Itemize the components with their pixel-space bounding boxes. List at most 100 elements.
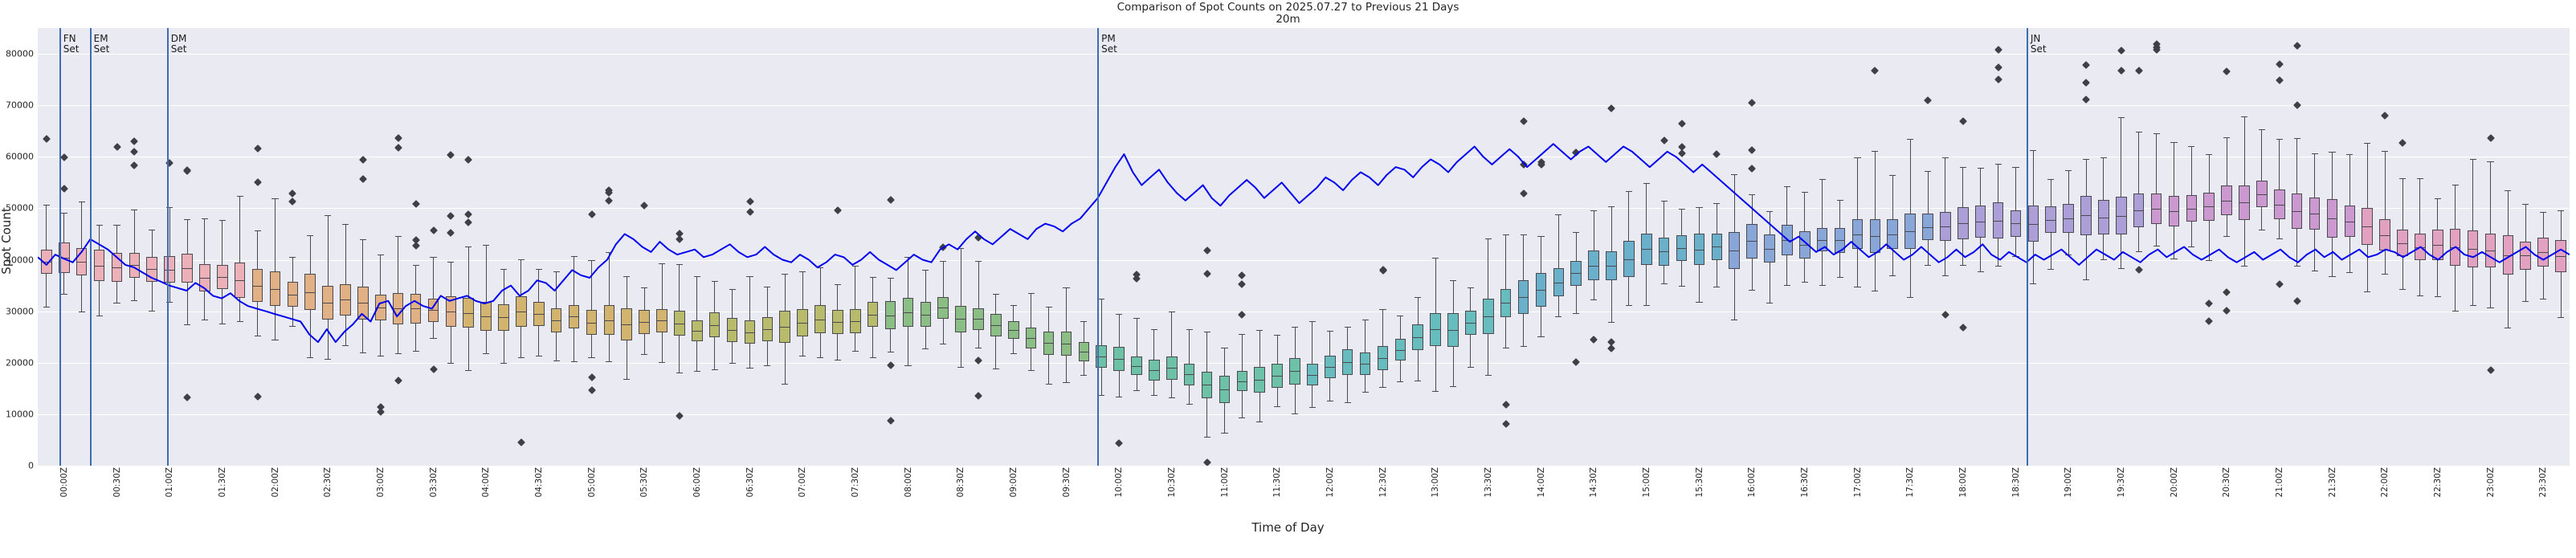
boxplot-whisker-cap — [1907, 296, 1914, 298]
y-tick-label: 20000 — [6, 357, 34, 369]
boxplot-whisker-cap — [729, 288, 736, 290]
boxplot-whisker-cap — [2135, 250, 2142, 252]
y-gridline — [38, 208, 2570, 210]
boxplot-box — [603, 305, 615, 336]
x-tick-label: 07:00Z — [798, 467, 808, 498]
boxplot-whisker-cap — [1063, 287, 1070, 289]
y-tick-label: 50000 — [6, 202, 34, 214]
boxplot-median — [1535, 290, 1547, 291]
boxplot-whisker-cap — [131, 300, 138, 302]
boxplot-median — [410, 308, 422, 310]
boxplot-median — [1359, 364, 1371, 365]
boxplot-whisker-cap — [2364, 291, 2371, 293]
boxplot-box — [1693, 234, 1705, 266]
boxplot-box — [1834, 227, 1846, 254]
boxplot-box — [586, 310, 598, 336]
boxplot-whisker-cap — [2434, 295, 2441, 297]
boxplot-box — [1553, 268, 1565, 297]
x-tick-label: 18:00Z — [1958, 467, 1968, 498]
boxplot-whisker-cap — [2170, 141, 2178, 143]
boxplot-whisker — [2261, 129, 2263, 230]
x-tick-label: 16:00Z — [1747, 467, 1757, 498]
boxplot-median — [621, 324, 633, 325]
boxplot-whisker-cap — [693, 275, 700, 277]
boxplot-whisker-cap — [1080, 375, 1088, 377]
boxplot-whisker-cap — [2557, 316, 2565, 318]
boxplot-whisker-cap — [2522, 203, 2529, 205]
boxplot-whisker-cap — [1959, 264, 1966, 266]
x-tick-label: 11:00Z — [1219, 467, 1230, 498]
boxplot-median — [1588, 265, 1599, 267]
boxplot-whisker-cap — [1749, 193, 1756, 195]
x-tick-label: 07:30Z — [850, 467, 860, 498]
boxplot-whisker-cap — [1467, 367, 1474, 369]
boxplot-median — [2467, 248, 2479, 250]
x-tick-label: 17:30Z — [1905, 467, 1916, 498]
boxplot-median — [1658, 251, 1670, 253]
x-tick-label: 15:00Z — [1641, 467, 1651, 498]
boxplot-median — [1606, 266, 1617, 267]
boxplot-whisker-cap — [2451, 311, 2459, 312]
boxplot-box — [2116, 197, 2127, 235]
x-tick-label: 03:00Z — [375, 467, 386, 498]
boxplot-whisker — [239, 195, 241, 322]
boxplot-whisker-cap — [1344, 326, 1351, 328]
boxplot-whisker-cap — [658, 362, 666, 364]
boxplot-whisker-cap — [218, 220, 226, 222]
boxplot-median — [761, 328, 774, 330]
x-tick-label: 04:30Z — [533, 467, 544, 498]
x-tick-label: 10:30Z — [1166, 467, 1177, 498]
boxplot-whisker-cap — [2276, 238, 2283, 240]
boxplot-box — [1113, 347, 1125, 371]
boxplot-whisker-cap — [1749, 290, 1756, 291]
boxplot-whisker-cap — [1555, 214, 1562, 215]
boxplot-whisker-cap — [922, 269, 929, 271]
x-tick-label: 00:30Z — [112, 467, 122, 498]
boxplot-box — [480, 301, 492, 332]
boxplot-whisker-cap — [60, 294, 67, 295]
boxplot-whisker-cap — [412, 265, 419, 267]
boxplot-whisker-cap — [483, 352, 490, 354]
boxplot-median — [1958, 222, 1969, 224]
boxplot-whisker-cap — [2223, 236, 2231, 238]
boxplot-whisker-cap — [517, 259, 525, 261]
boxplot-whisker-cap — [1783, 186, 1790, 188]
boxplot-whisker-cap — [2346, 153, 2354, 155]
boxplot-whisker-cap — [2311, 153, 2318, 155]
boxplot-median — [427, 310, 439, 312]
boxplot-whisker-cap — [517, 357, 525, 359]
boxplot-median — [1676, 247, 1688, 249]
boxplot-whisker-cap — [623, 276, 631, 278]
x-tick-label: 23:00Z — [2485, 467, 2496, 498]
boxplot-whisker-cap — [2188, 146, 2195, 148]
boxplot-median — [1272, 375, 1283, 377]
boxplot-whisker-cap — [2188, 246, 2195, 248]
boxplot-median — [1729, 250, 1741, 252]
x-tick-label: 21:30Z — [2327, 467, 2337, 498]
boxplot-median — [656, 320, 667, 322]
boxplot-median — [182, 267, 193, 269]
boxplot-median — [1377, 358, 1389, 360]
boxplot-whisker-cap — [1186, 329, 1193, 331]
boxplot-median — [392, 308, 404, 310]
x-tick-label: 05:00Z — [586, 467, 597, 498]
boxplot-box — [2344, 205, 2356, 238]
boxplot-median — [692, 330, 703, 332]
boxplot-whisker-cap — [1397, 381, 1404, 383]
boxplot-whisker-cap — [465, 369, 472, 371]
boxplot-median — [76, 261, 88, 263]
x-tick-label: 20:30Z — [2222, 467, 2232, 498]
boxplot-median — [1430, 329, 1441, 331]
y-gridline — [38, 259, 2570, 261]
boxplot-whisker-cap — [1239, 334, 1246, 336]
x-tick-label: 09:00Z — [1008, 467, 1019, 498]
boxplot-median — [146, 269, 158, 271]
boxplot-whisker-cap — [307, 356, 314, 358]
boxplot-median — [2555, 256, 2566, 258]
boxplot-whisker-cap — [2557, 210, 2565, 212]
boxplot-whisker — [169, 207, 170, 303]
boxplot-median — [1254, 380, 1266, 381]
boxplot-whisker-cap — [1907, 138, 1914, 140]
boxplot-whisker — [591, 260, 592, 358]
boxplot-median — [550, 320, 562, 321]
